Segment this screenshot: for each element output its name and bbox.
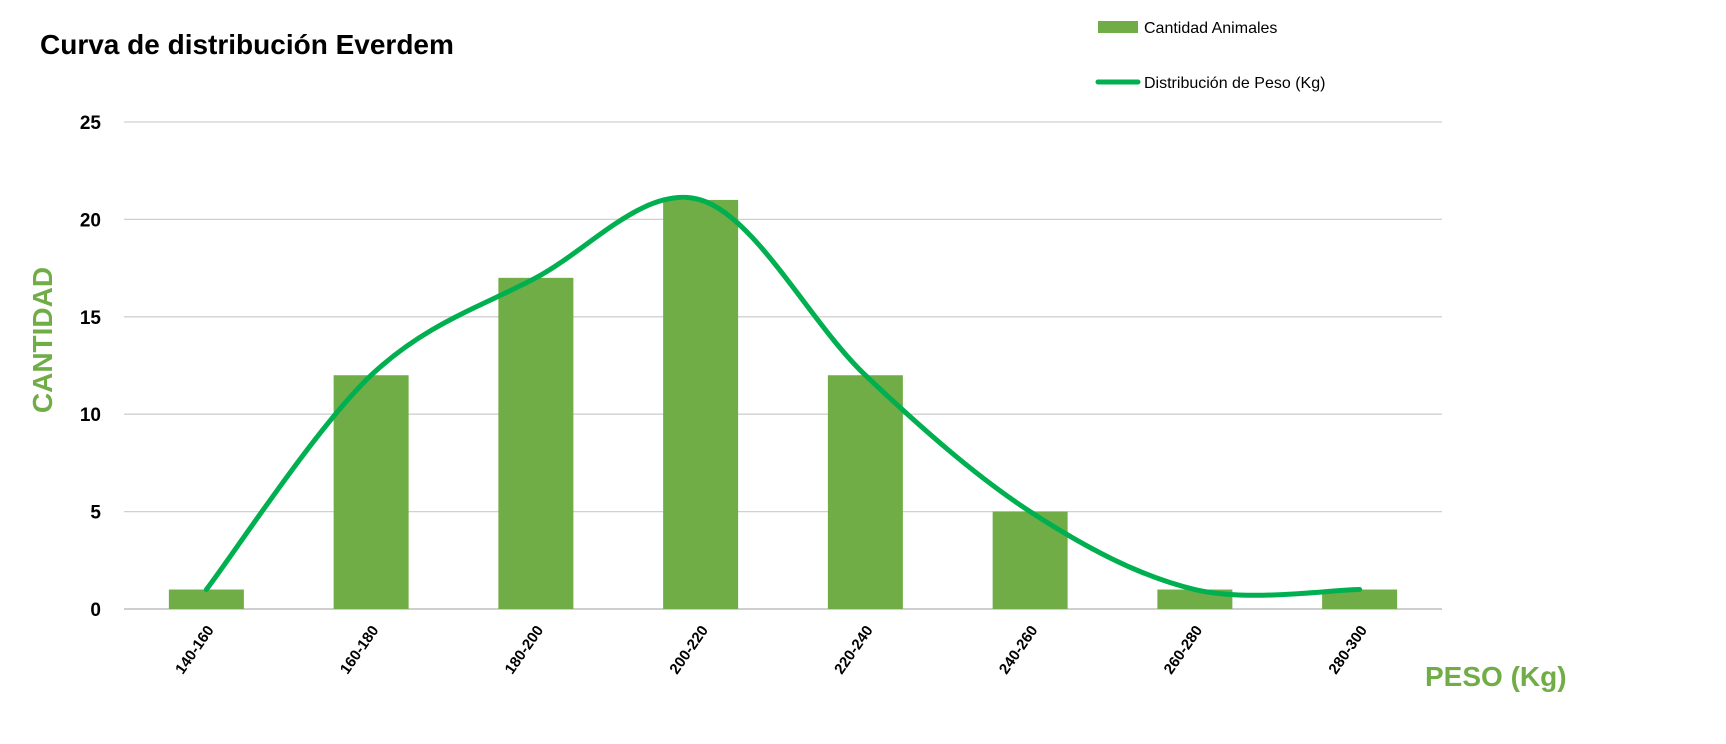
y-tick-label: 15 xyxy=(80,308,102,329)
y-axis-ticks: 0 5 10 15 20 25 xyxy=(80,113,102,621)
y-tick-label: 20 xyxy=(80,210,101,231)
legend-line-label: Distribución de Peso (Kg) xyxy=(1144,75,1325,92)
legend-bar-swatch xyxy=(1098,21,1138,33)
x-tick-label: 240-260 xyxy=(996,623,1042,678)
bar xyxy=(663,199,739,610)
x-axis-title: PESO (Kg) xyxy=(1425,661,1567,692)
y-tick-label: 10 xyxy=(80,405,101,426)
x-tick-label: 220-240 xyxy=(831,623,877,678)
x-tick-label: 160-180 xyxy=(337,623,383,678)
x-axis-ticks: 140-160 160-180 180-200 200-220 220-240 240-2… xyxy=(172,623,1371,678)
gridlines xyxy=(124,121,1442,610)
legend-bar-label: Cantidad Animales xyxy=(1144,20,1277,37)
x-tick-label: 260-280 xyxy=(1161,623,1207,678)
y-axis-title: CANTIDAD xyxy=(27,267,58,413)
bar xyxy=(498,277,574,609)
bar xyxy=(333,375,409,609)
y-tick-label: 0 xyxy=(90,600,101,621)
bar-series xyxy=(168,199,1398,610)
bar xyxy=(1322,589,1398,609)
x-tick-label: 280-300 xyxy=(1325,623,1371,678)
distribution-curve xyxy=(203,194,1363,598)
y-tick-label: 25 xyxy=(80,113,102,134)
bar xyxy=(827,375,903,609)
x-tick-label: 140-160 xyxy=(172,623,218,678)
legend: Cantidad Animales Distribución de Peso (… xyxy=(1095,20,1325,92)
bar xyxy=(168,589,244,609)
chart-title: Curva de distribución Everdem xyxy=(40,29,454,60)
x-tick-label: 200-220 xyxy=(666,623,712,678)
y-tick-label: 5 xyxy=(90,503,101,524)
x-tick-label: 180-200 xyxy=(502,623,548,678)
